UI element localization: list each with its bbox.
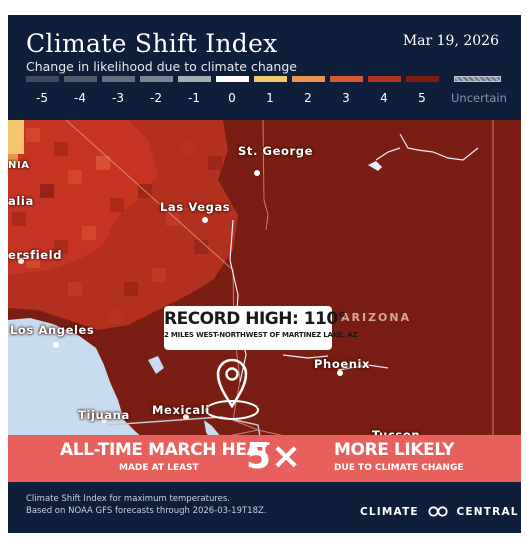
map[interactable]: St. George Las Vegas ersfield Los Angele… — [8, 120, 521, 482]
headline-banner: ALL-TIME MARCH HEAT MADE AT LEAST 5× MOR… — [8, 435, 521, 482]
city-phoenix: Phoenix — [314, 357, 371, 371]
record-title: RECORD HIGH: 110° — [164, 309, 346, 329]
region-orange-cell — [8, 154, 18, 164]
legend-label-neg4: -4 — [74, 91, 86, 105]
grid-texture — [12, 128, 222, 324]
legend-swatch-uncertain — [454, 76, 501, 82]
city-st-george: St. George — [238, 144, 313, 158]
state-label-arizona: ARIZONA — [341, 311, 412, 324]
city-dots — [9, 170, 394, 450]
region-pale-hotspot — [8, 120, 24, 154]
legend-swatch-5 — [406, 76, 439, 82]
brand-left: CLIMATE — [360, 506, 419, 518]
legend-swatch-neg4 — [64, 76, 97, 82]
brand-logo[interactable]: CLIMATE CENTRAL — [360, 505, 519, 518]
region-california-hot — [8, 120, 158, 275]
footer-note-1: Climate Shift Index for maximum temperat… — [26, 494, 231, 504]
subtitle: Change in likelihood due to climate chan… — [26, 59, 297, 74]
salton-sea — [148, 356, 164, 374]
legend-swatch-neg2 — [140, 76, 173, 82]
map-svg — [8, 120, 521, 482]
legend-swatch-0 — [216, 76, 249, 82]
legend-swatch-4 — [368, 76, 401, 82]
legend-swatch-neg5 — [26, 76, 59, 82]
location-pin-icon[interactable] — [205, 358, 259, 420]
legend-label-neg2: -2 — [150, 91, 162, 105]
legend-label-neg3: -3 — [112, 91, 124, 105]
legend-swatch-3 — [330, 76, 363, 82]
legend-label-2: 2 — [304, 91, 312, 105]
city-las-vegas: Las Vegas — [160, 200, 231, 214]
legend: -5 -4 -3 -2 -1 0 1 2 3 4 5 Uncertain — [26, 76, 507, 116]
footer: Climate Shift Index for maximum temperat… — [8, 482, 521, 533]
legend-label-4: 4 — [380, 91, 388, 105]
city-bakersfield: ersfield — [8, 248, 63, 262]
legend-swatch-2 — [292, 76, 325, 82]
record-location: 2 MILES WEST-NORTHWEST OF MARTINEZ LAKE,… — [164, 331, 358, 339]
lake — [368, 161, 382, 171]
banner-more-likely: MORE LIKELY — [334, 440, 455, 460]
legend-label-3: 3 — [342, 91, 350, 105]
infographic-card: Climate Shift Index Mar 19, 2026 Change … — [8, 15, 521, 533]
banner-multiplier: 5× — [246, 436, 302, 477]
brand-right: CENTRAL — [456, 506, 519, 518]
banner-due-to-climate: DUE TO CLIMATE CHANGE — [334, 463, 464, 473]
page-title: Climate Shift Index — [26, 29, 278, 58]
legend-swatch-neg1 — [178, 76, 211, 82]
banner-heat-text: ALL-TIME MARCH HEAT — [60, 440, 270, 460]
legend-swatch-1 — [254, 76, 287, 82]
legend-label-0: 0 — [228, 91, 236, 105]
legend-label-neg1: -1 — [188, 91, 200, 105]
header: Climate Shift Index Mar 19, 2026 Change … — [8, 15, 521, 120]
city-mexicali: Mexicali — [152, 403, 210, 417]
city-partial-alia: alia — [8, 194, 34, 208]
city-los-angeles: Los Angeles — [10, 323, 95, 337]
banner-made-at-least: MADE AT LEAST — [119, 463, 199, 473]
city-tijuana: Tijuana — [78, 408, 130, 422]
legend-swatch-neg3 — [102, 76, 135, 82]
state-nevada-partial: NIA — [8, 160, 30, 171]
infinity-logo-icon — [428, 505, 448, 517]
legend-label-5: 5 — [418, 91, 426, 105]
legend-label-1: 1 — [266, 91, 274, 105]
footer-note-2: Based on NOAA GFS forecasts through 2026… — [26, 506, 267, 516]
legend-label-uncertain: Uncertain — [451, 91, 507, 105]
date-label: Mar 19, 2026 — [402, 33, 499, 49]
island — [66, 356, 78, 364]
callout-line-2 — [107, 416, 222, 426]
record-callout[interactable]: RECORD HIGH: 110° 2 MILES WEST-NORTHWEST… — [164, 306, 358, 350]
legend-label-neg5: -5 — [36, 91, 48, 105]
